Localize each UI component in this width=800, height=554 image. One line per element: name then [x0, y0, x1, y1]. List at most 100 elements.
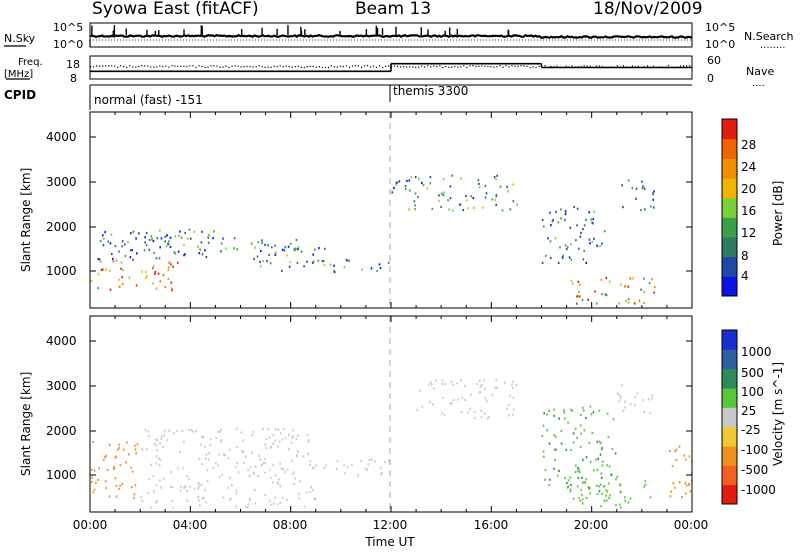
power-cell: [406, 179, 408, 183]
power-cell: [120, 261, 123, 264]
velocity-cell: [195, 430, 197, 433]
velocity-cell: [199, 504, 201, 507]
velocity-cell: [596, 493, 599, 496]
freq-dot: [135, 66, 137, 68]
freq-dot: [673, 67, 676, 69]
power-cell: [284, 246, 287, 249]
power-colorbar-swatch-1: [722, 256, 737, 277]
power-cell: [541, 261, 544, 264]
power-cell: [652, 192, 654, 195]
velocity-cell: [242, 450, 245, 454]
freq-dot: [677, 66, 679, 68]
velocity-cell: [564, 477, 566, 480]
velocity-cell: [229, 497, 232, 501]
velocity-cell: [182, 467, 185, 470]
velocity-cell: [172, 506, 174, 509]
freq-dot: [511, 65, 513, 67]
power-cell: [564, 209, 567, 212]
power-cell: [324, 247, 326, 250]
velocity-cell: [585, 456, 588, 459]
power-cell: [222, 237, 224, 240]
velocity-cell: [125, 461, 127, 464]
velocity-cell: [310, 486, 312, 489]
freq-dot: [300, 66, 302, 68]
velocity-cell: [585, 478, 588, 481]
velocity-cell: [162, 477, 165, 480]
power-cell: [236, 248, 238, 251]
velocity-cell: [669, 495, 672, 498]
power-cell: [169, 245, 172, 249]
velocity-cell: [272, 481, 274, 484]
velocity-cell: [294, 477, 297, 480]
power-cell: [564, 218, 566, 221]
freq-dot: [144, 65, 146, 67]
velocity-cell: [278, 478, 280, 481]
velocity-cell: [309, 463, 311, 466]
velocity-cell: [312, 467, 315, 470]
velocity-cell: [624, 400, 626, 403]
velocity-cell: [583, 429, 586, 432]
velocity-cell: [115, 495, 118, 498]
power-cell: [156, 237, 159, 240]
power-cell: [333, 264, 335, 267]
freq-dot: [400, 66, 402, 68]
velocity-cell: [254, 489, 256, 492]
velocity-cell: [557, 474, 559, 477]
velocity-cell: [589, 405, 592, 408]
power-cell: [552, 218, 554, 221]
velocity-cell: [106, 468, 109, 471]
freq-dot: [689, 65, 691, 67]
velocity-cell: [615, 503, 617, 507]
velocity-cell: [286, 468, 289, 471]
power-cell: [115, 259, 118, 262]
freq-dot: [237, 65, 239, 67]
velocity-cell: [634, 396, 637, 399]
power-cell: [570, 279, 573, 282]
velocity-cell: [685, 484, 688, 487]
power-cell: [103, 237, 105, 240]
velocity-colorbar-swatch-0: [722, 484, 737, 505]
velocity-cell: [479, 379, 481, 382]
velocity-cell: [598, 485, 600, 488]
velocity-cell: [515, 384, 517, 387]
velocity-cell: [570, 483, 572, 486]
velocity-colorbar-frame: [721, 329, 738, 505]
velocity-cell: [582, 406, 584, 409]
power-cell: [547, 237, 549, 240]
velocity-cell: [544, 478, 546, 481]
power-cell: [100, 260, 102, 263]
velocity-cell: [170, 485, 172, 488]
power-cell: [257, 241, 260, 244]
freq-dot: [601, 66, 603, 68]
power-cell: [262, 260, 264, 263]
freq-dot: [463, 65, 465, 67]
freq-dot: [382, 66, 384, 69]
velocity-cell: [296, 453, 298, 457]
velocity-cell: [542, 424, 545, 427]
power-cell: [174, 252, 177, 255]
power-cell: [470, 195, 472, 198]
velocity-cell: [453, 399, 455, 402]
power-cell: [414, 176, 417, 179]
velocity-cell: [277, 445, 279, 448]
power-cell: [625, 299, 627, 303]
velocity-cell: [92, 441, 95, 444]
freq-dot: [634, 66, 636, 68]
velocity-cell: [607, 436, 610, 439]
velocity-cell: [419, 389, 421, 392]
velocity-cell: [280, 467, 283, 470]
velocity-cell: [323, 466, 326, 470]
velocity-cell: [608, 465, 611, 468]
freq-dot: [397, 65, 399, 67]
freq-dot: [348, 66, 351, 68]
freq-dot: [538, 65, 540, 67]
power-cell: [575, 239, 577, 242]
velocity-cell: [204, 488, 206, 491]
freq-right-top-tick: 60: [707, 54, 721, 67]
freq-dot: [309, 65, 311, 67]
velocity-cell: [117, 448, 119, 451]
power-cell: [164, 286, 167, 289]
power-cell: [608, 280, 611, 283]
power-cell: [295, 238, 298, 242]
velocity-cell: [504, 381, 506, 384]
